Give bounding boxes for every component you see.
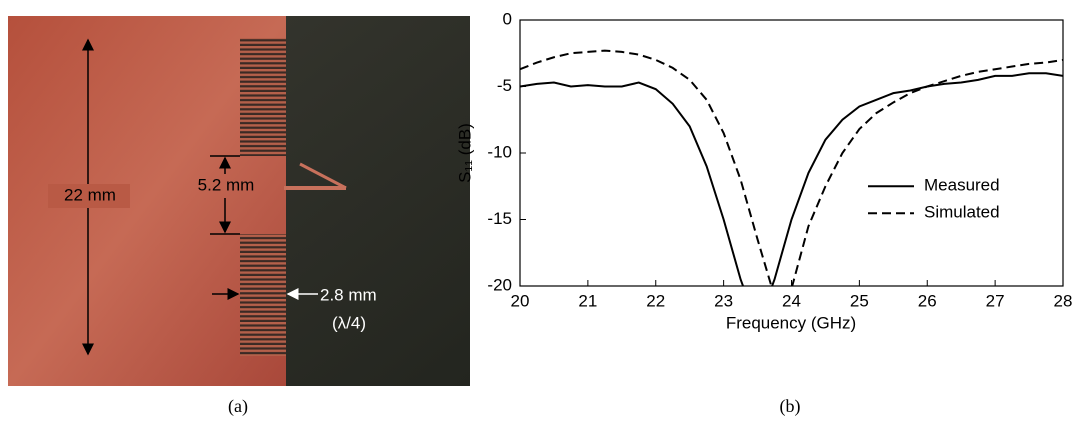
data-line bbox=[520, 72, 1063, 286]
x-tick-label: 24 bbox=[782, 291, 801, 310]
y-tick-label: 0 bbox=[503, 9, 512, 28]
dimension-label: 22 mm bbox=[64, 185, 116, 204]
y-tick-label: -5 bbox=[497, 76, 512, 95]
x-tick-label: 25 bbox=[850, 291, 869, 310]
dimension-label: 5.2 mm bbox=[198, 175, 255, 194]
x-tick-label: 23 bbox=[714, 291, 733, 310]
corrugation bbox=[240, 38, 286, 156]
plot-area bbox=[520, 49, 1063, 286]
x-tick-label: 28 bbox=[1054, 291, 1073, 310]
x-axis-label: Frequency (GHz) bbox=[726, 313, 856, 332]
caption: (b) bbox=[780, 396, 801, 417]
y-axis-label: S₁₁ (dB) bbox=[455, 123, 474, 183]
y-tick-label: -10 bbox=[487, 142, 512, 161]
x-tick-label: 26 bbox=[918, 291, 937, 310]
photo: 22 mm 5.2 mm 2.8 mm (λ/4) bbox=[8, 16, 470, 386]
label-bg bbox=[48, 184, 130, 208]
stub bbox=[299, 162, 347, 190]
data-line bbox=[520, 49, 1063, 286]
x-tick-label: 22 bbox=[646, 291, 665, 310]
x-tick-label: 27 bbox=[986, 291, 1005, 310]
corrugation bbox=[240, 234, 286, 356]
y-tick-label: -15 bbox=[487, 209, 512, 228]
plot-frame bbox=[519, 19, 1064, 287]
stub bbox=[284, 186, 346, 190]
x-tick-label: 21 bbox=[578, 291, 597, 310]
legend-label: Simulated bbox=[924, 203, 1000, 222]
y-tick-label: -20 bbox=[487, 275, 512, 294]
dimension-label: 2.8 mm bbox=[320, 285, 377, 304]
caption: (a) bbox=[228, 396, 248, 417]
dimension-note: (λ/4) bbox=[332, 313, 366, 332]
legend-label: Measured bbox=[924, 176, 1000, 195]
x-tick-label: 20 bbox=[511, 291, 530, 310]
